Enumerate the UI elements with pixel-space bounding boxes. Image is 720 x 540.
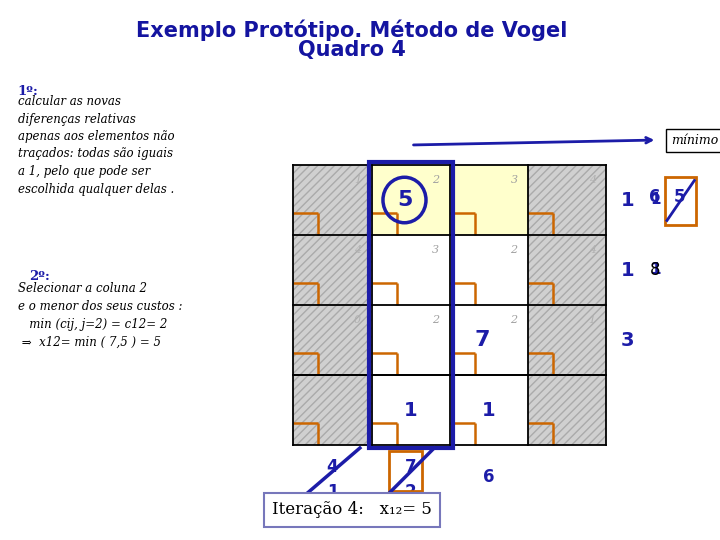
Text: mínimo: mínimo: [671, 133, 718, 146]
Text: 4: 4: [589, 245, 596, 255]
Text: 2: 2: [432, 176, 439, 185]
Bar: [528, 165, 606, 235]
Text: 5: 5: [397, 190, 412, 210]
Bar: [450, 305, 528, 375]
Bar: [528, 375, 606, 445]
Text: 3: 3: [510, 176, 518, 185]
Text: 1: 1: [621, 191, 634, 210]
Bar: [293, 165, 372, 235]
Text: 6: 6: [483, 468, 495, 486]
Text: calcular as novas
diferenças relativas
apenas aos elementos não
traçados: todas : calcular as novas diferenças relativas a…: [17, 95, 174, 195]
Text: 4: 4: [354, 245, 361, 255]
Text: 6: 6: [649, 187, 660, 206]
Text: 8: 8: [650, 261, 660, 279]
Bar: [293, 235, 372, 305]
Bar: [450, 375, 528, 445]
Bar: [528, 235, 606, 305]
Bar: [372, 235, 450, 305]
Bar: [369, 162, 453, 448]
Text: 2º:: 2º:: [30, 270, 50, 283]
Text: 0: 0: [354, 315, 361, 326]
Text: Quadro 4: Quadro 4: [298, 40, 406, 60]
Text: 1: 1: [589, 315, 596, 326]
Text: 2: 2: [510, 245, 518, 255]
Bar: [293, 235, 372, 305]
Bar: [450, 235, 528, 305]
Text: 1: 1: [650, 192, 660, 207]
Text: 2: 2: [510, 315, 518, 326]
Text: 3: 3: [621, 330, 634, 349]
Bar: [528, 305, 606, 375]
Bar: [528, 165, 606, 235]
Bar: [372, 305, 450, 375]
Text: 2: 2: [432, 315, 439, 326]
Bar: [389, 451, 422, 491]
Text: 3: 3: [432, 245, 439, 255]
Bar: [293, 305, 372, 375]
Text: 1: 1: [621, 260, 634, 280]
Text: 7: 7: [475, 330, 490, 350]
Text: 4: 4: [589, 176, 596, 185]
Text: 1º:: 1º:: [17, 85, 38, 98]
Text: 1: 1: [404, 401, 418, 420]
Text: 1: 1: [650, 262, 660, 278]
Bar: [528, 305, 606, 375]
Bar: [450, 165, 528, 235]
Text: 4: 4: [327, 458, 338, 476]
Text: 1: 1: [354, 176, 361, 185]
Bar: [528, 235, 606, 305]
Bar: [372, 165, 450, 235]
Bar: [293, 375, 372, 445]
Text: 1: 1: [327, 483, 338, 501]
Text: Selecionar a coluna 2
e o menor dos seus custos :
   min (cij, j=2) = c12= 2
 ⇒ : Selecionar a coluna 2 e o menor dos seus…: [17, 282, 182, 349]
Text: Iteração 4:   x₁₂= 5: Iteração 4: x₁₂= 5: [272, 502, 432, 518]
Bar: [293, 165, 372, 235]
Text: 2: 2: [405, 483, 417, 501]
Bar: [372, 375, 450, 445]
Bar: [665, 177, 696, 225]
Text: 5: 5: [674, 187, 685, 206]
Text: Exemplo Protótipo. Método de Vogel: Exemplo Protótipo. Método de Vogel: [136, 19, 568, 40]
Bar: [293, 375, 372, 445]
Bar: [293, 305, 372, 375]
Bar: [528, 375, 606, 445]
Text: 7: 7: [405, 458, 417, 476]
Text: 1: 1: [482, 401, 496, 420]
